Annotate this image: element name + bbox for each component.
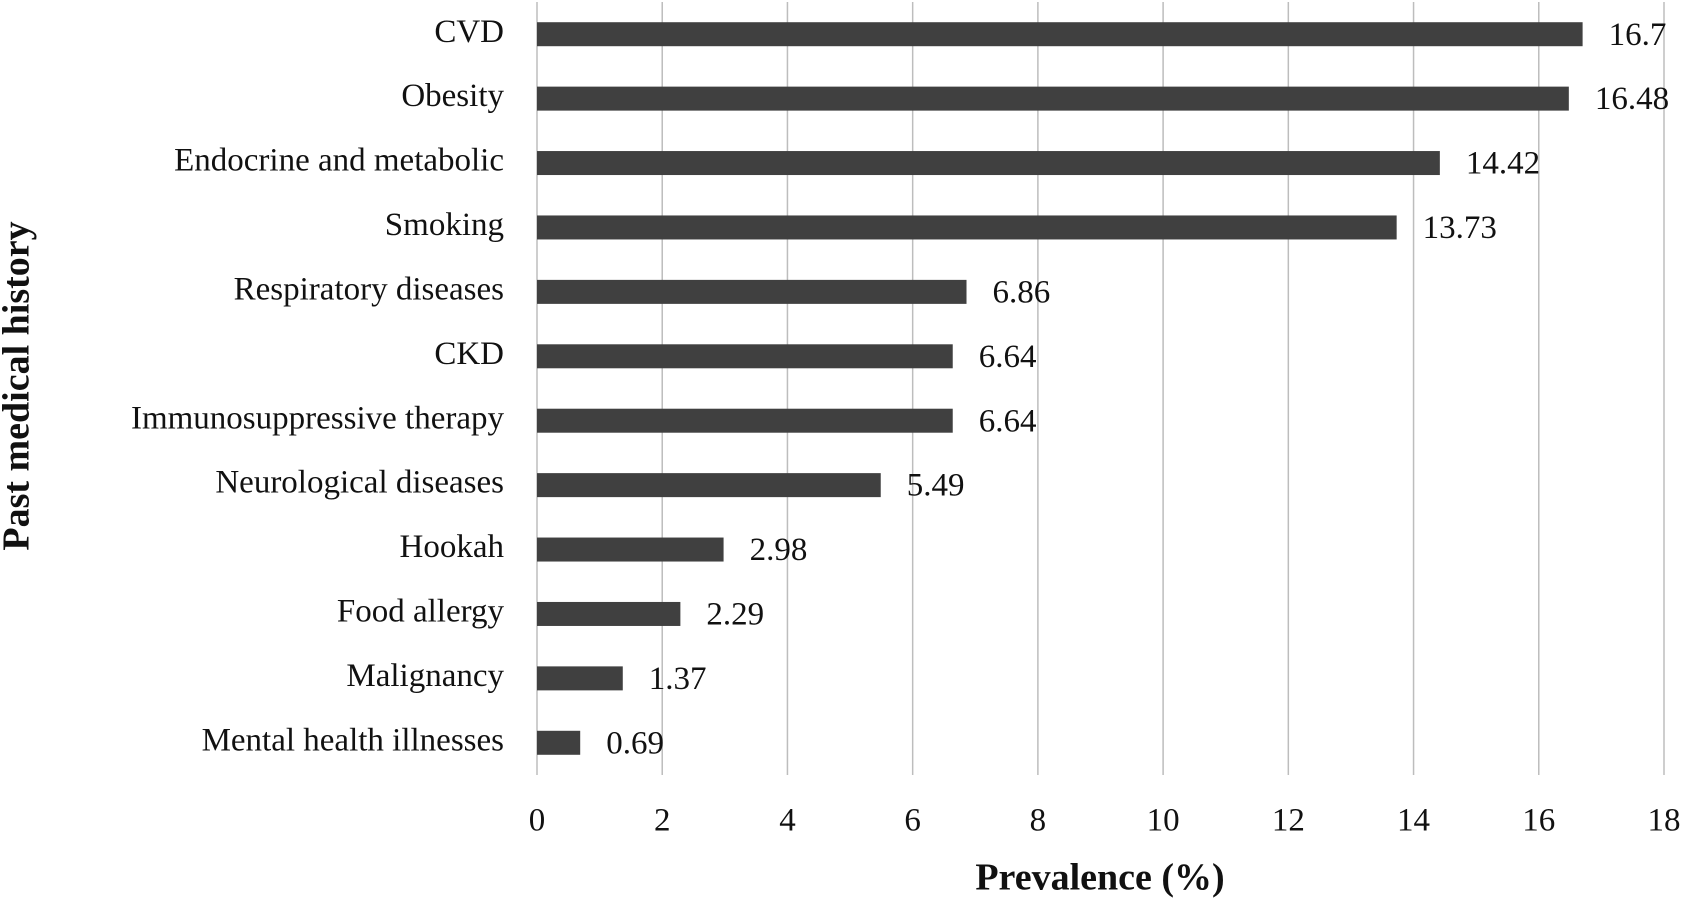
bar [537, 666, 623, 691]
data-label: 1.37 [649, 661, 707, 697]
x-tick-label: 8 [1030, 803, 1047, 839]
y-tick-label: Obesity [401, 78, 504, 114]
bar [537, 344, 953, 369]
data-label: 6.64 [979, 339, 1037, 375]
x-tick-label: 6 [904, 803, 921, 839]
x-tick-label: 10 [1147, 803, 1180, 839]
bar [537, 473, 881, 498]
x-tick-label: 2 [654, 803, 671, 839]
data-label: 2.29 [706, 597, 764, 633]
bar [537, 215, 1397, 240]
data-label: 5.49 [907, 468, 965, 504]
data-label: 6.86 [993, 274, 1051, 310]
bar [537, 601, 681, 626]
x-tick-label: 18 [1648, 803, 1681, 839]
x-axis-title: Prevalence (%) [975, 857, 1224, 899]
data-label: 14.42 [1466, 146, 1540, 182]
data-label: 16.48 [1595, 81, 1669, 117]
x-tick-label: 12 [1272, 803, 1305, 839]
x-tick-label: 14 [1397, 803, 1430, 839]
data-label: 16.7 [1609, 17, 1667, 53]
y-tick-label: CVD [434, 14, 504, 50]
bar [537, 151, 1440, 176]
y-tick-label: Hookah [400, 529, 505, 565]
y-tick-label: Neurological diseases [215, 465, 504, 501]
y-tick-label: Immunosuppressive therapy [131, 400, 505, 436]
y-tick-label: Endocrine and metabolic [174, 143, 504, 179]
bar [537, 730, 581, 755]
y-tick-label: Respiratory diseases [234, 271, 504, 307]
bar [537, 408, 953, 433]
x-tick-label: 0 [529, 803, 546, 839]
y-tick-label: Mental health illnesses [202, 722, 504, 758]
y-tick-label: Smoking [385, 207, 504, 243]
y-tick-label: Malignancy [346, 658, 504, 694]
x-tick-label: 16 [1522, 803, 1555, 839]
y-tick-label: CKD [434, 336, 504, 372]
data-label: 0.69 [606, 725, 664, 761]
data-label: 2.98 [750, 532, 808, 568]
data-label: 13.73 [1423, 210, 1497, 246]
bar [537, 22, 1583, 47]
y-tick-label: Food allergy [337, 594, 505, 630]
bar [537, 86, 1569, 111]
data-label: 6.64 [979, 403, 1037, 439]
bar [537, 279, 967, 304]
bar [537, 537, 724, 562]
x-tick-label: 4 [779, 803, 796, 839]
y-axis-title: Past medical history [0, 221, 38, 550]
